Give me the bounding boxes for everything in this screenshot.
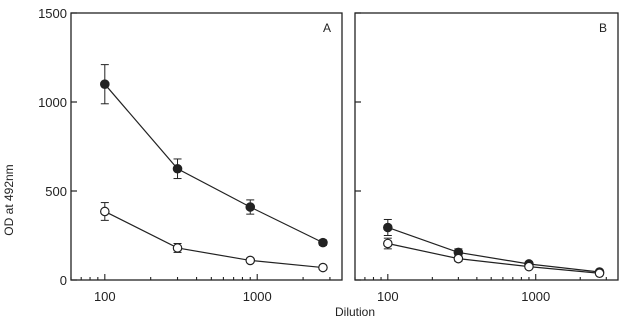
panel-a-open-point: [100, 206, 110, 217]
panel-b-frame: [354, 12, 619, 281]
y-tick-label: 500: [45, 184, 67, 199]
panel-b-series-2-line: [387, 242, 600, 274]
y-tick-label: 1000: [38, 95, 67, 110]
y-tick-label: 1500: [38, 6, 67, 21]
panel-a-filled-point: [100, 79, 110, 89]
panel-b-label: B: [599, 21, 607, 35]
panel-a-frame: [70, 12, 343, 281]
panel-a-filled-point: [172, 163, 183, 174]
axes-layer: 0 500 1000 1500 100 1000 A 100 1000 B: [38, 6, 619, 304]
panel-b-open-point: [594, 268, 605, 279]
panel-a-filled-point: [245, 202, 256, 212]
x-tick-label: 100: [377, 289, 399, 304]
panel-b-filled-point: [383, 222, 393, 233]
x-axis-title: Dilution: [335, 305, 375, 319]
panel-a-open-point: [172, 243, 183, 253]
panel-a-open-point: [245, 255, 256, 266]
y-tick-label: 0: [60, 273, 67, 288]
panel-a-series-1-line: [104, 83, 324, 244]
y-axis-title: OD at 492nm: [2, 164, 16, 235]
panel-a-label: A: [323, 21, 331, 35]
panel-b-open-point: [524, 261, 534, 272]
panel-b-series-1-line: [387, 226, 600, 273]
panel-a-filled-point: [318, 237, 328, 248]
panel-a-open-point: [318, 262, 328, 273]
x-tick-label: 1000: [521, 289, 550, 304]
marks-layer: [100, 64, 605, 279]
x-tick-label: 100: [94, 289, 116, 304]
panel-b-open-point: [453, 253, 464, 264]
x-tick-label: 1000: [243, 289, 272, 304]
panel-a-series-2-line: [104, 210, 324, 269]
panel-b-open-point: [383, 238, 393, 249]
